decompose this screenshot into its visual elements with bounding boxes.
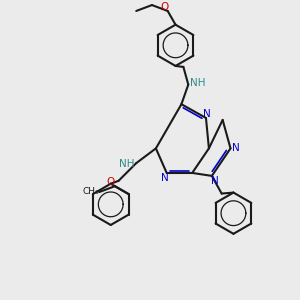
Text: NH: NH bbox=[190, 78, 206, 88]
Text: O: O bbox=[107, 177, 115, 187]
Text: O: O bbox=[160, 2, 169, 12]
Text: N: N bbox=[161, 173, 169, 183]
Text: NH: NH bbox=[119, 159, 134, 169]
Text: N: N bbox=[203, 109, 211, 119]
Text: N: N bbox=[211, 176, 219, 186]
Text: N: N bbox=[232, 143, 239, 153]
Text: CH₃: CH₃ bbox=[83, 187, 100, 196]
